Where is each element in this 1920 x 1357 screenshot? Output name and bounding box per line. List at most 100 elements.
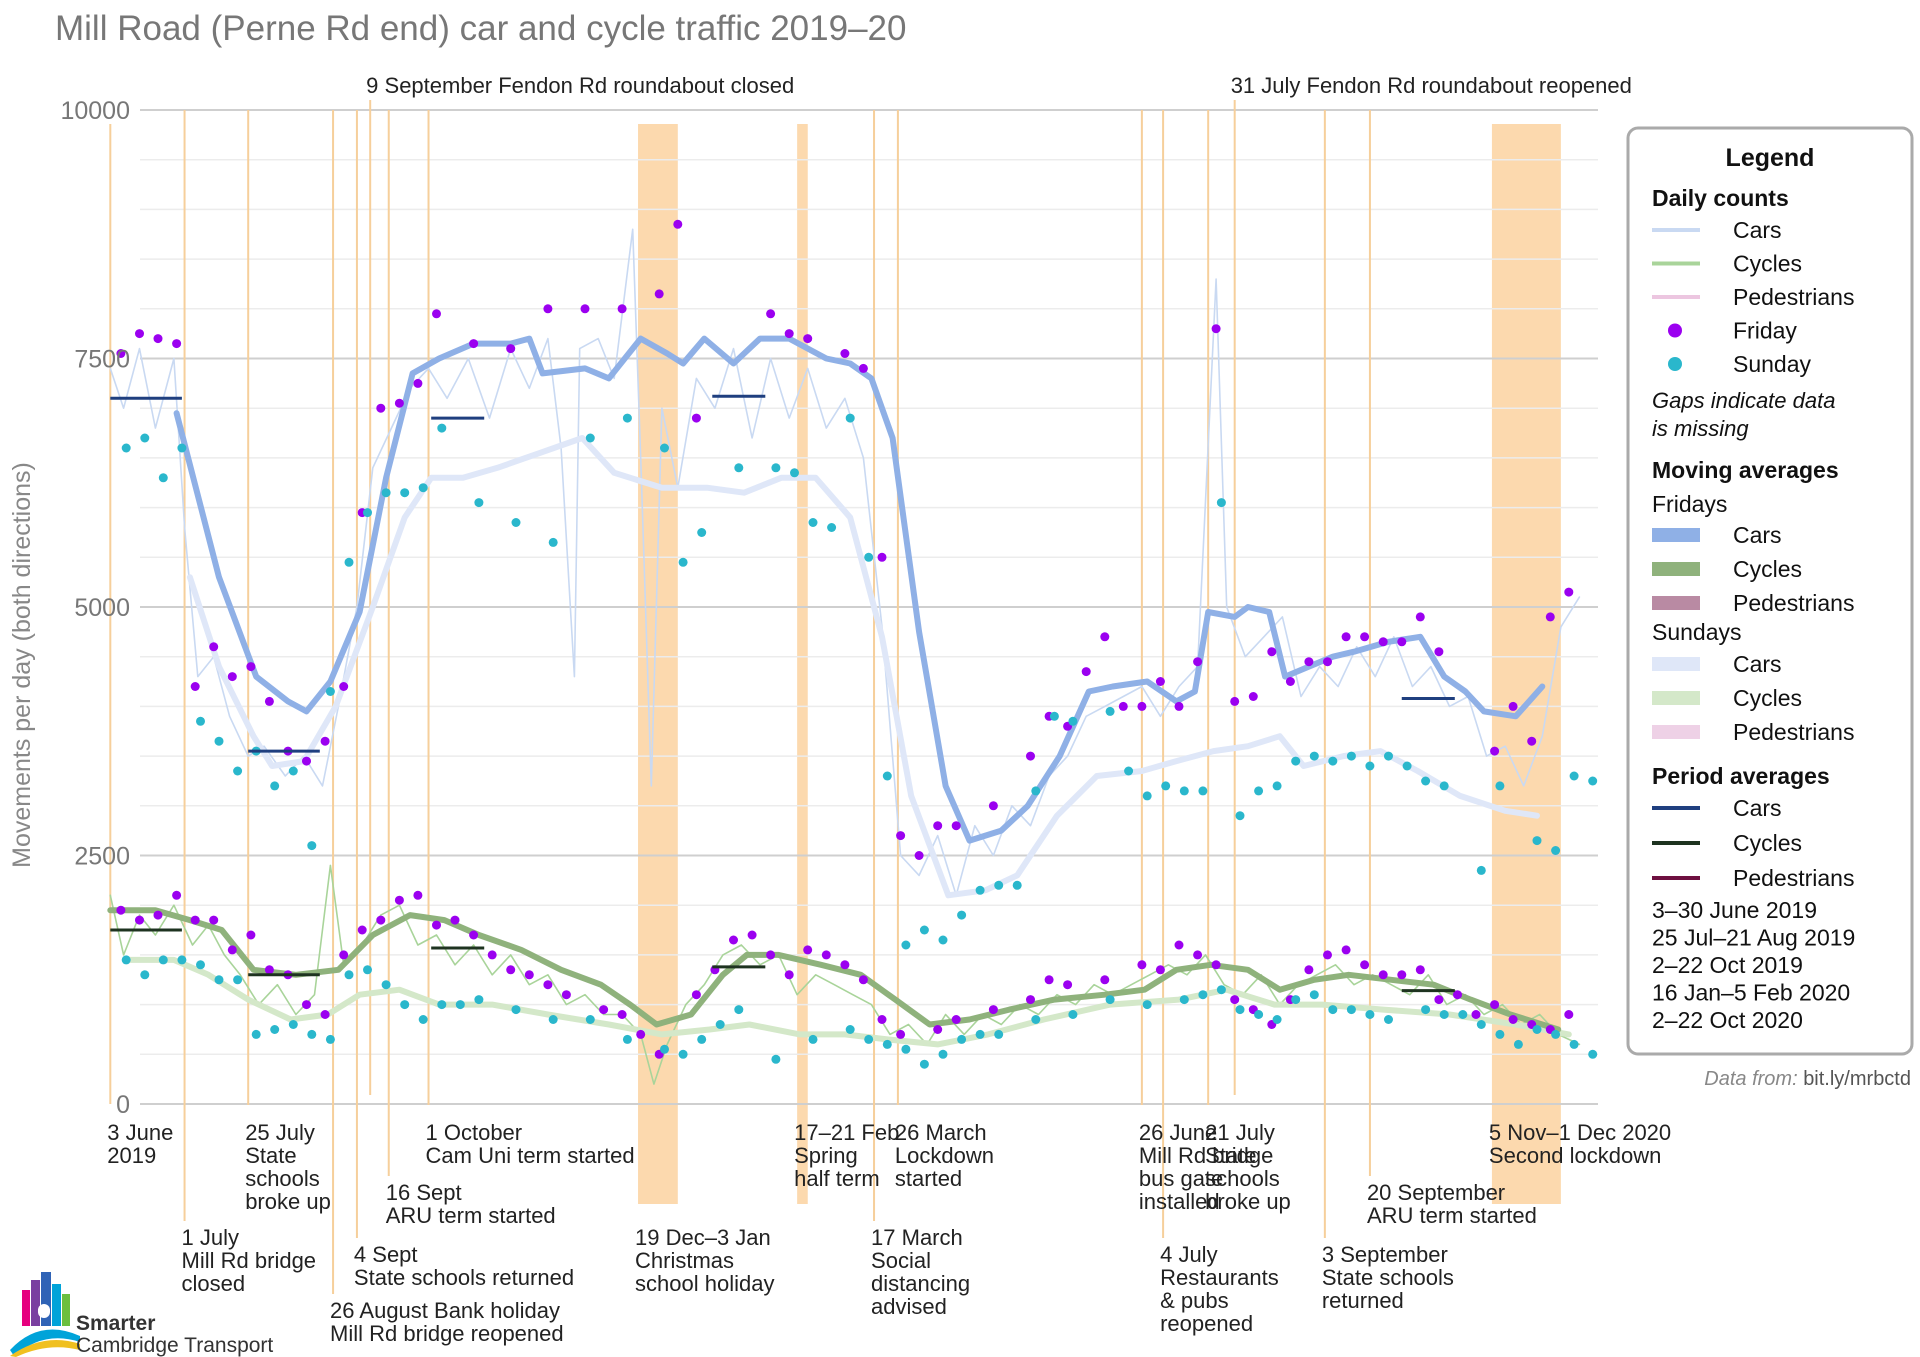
sunday-car-point (177, 443, 187, 453)
legend-range-0: 3–30 June 2019 (1652, 897, 1817, 923)
legend-daily-3-label: Friday (1733, 318, 1797, 344)
y-tick-0: 0 (116, 1091, 130, 1119)
sunday-car-point (270, 781, 280, 791)
legend-fridays-label: Fridays (1652, 491, 1727, 517)
friday-car-point (1026, 751, 1035, 761)
friday-car-point (803, 334, 813, 344)
friday-car-point (320, 736, 330, 746)
friday-car-point (1100, 632, 1110, 642)
friday-car-point (135, 329, 144, 339)
event-label-2-2: schools (245, 1166, 320, 1191)
sunday-car-point (140, 433, 150, 443)
sunday-car-point (585, 433, 595, 443)
friday-cycle-point (209, 915, 219, 925)
sunday-car-point (288, 766, 298, 776)
friday-cycle-point (1415, 965, 1425, 975)
friday-cycle-point (264, 965, 274, 975)
sunday-cycle-point (214, 975, 224, 985)
sunday-car-point (1291, 756, 1301, 766)
friday-cycle-point (691, 990, 701, 1000)
friday-cycle-point (1155, 965, 1165, 975)
sunday-car-point (882, 771, 892, 781)
friday-car-point (1193, 657, 1203, 667)
event-label-6-0: 16 Sept (386, 1180, 462, 1205)
legend-sunday-ma-items: Cars Cycles Pedestrians (1652, 651, 1854, 745)
sunday-car-point (957, 910, 967, 920)
sunday-car-point (1365, 761, 1375, 771)
shaded-period-1 (797, 124, 808, 1204)
smarter-cambridge-logo: Smarter Cambridge Transport (10, 1272, 273, 1357)
data-source: Data from: bit.ly/mrbctd (1704, 1068, 1911, 1090)
legend-daily-2-label: Pedestrians (1733, 284, 1854, 310)
friday-cycle-point (1341, 945, 1351, 955)
sunday-car-point (1532, 836, 1542, 846)
sunday-car-point (381, 488, 391, 498)
sunday-cycle-point (251, 1029, 261, 1039)
event-label-16-1: State schools (1322, 1265, 1454, 1290)
sunday-car-point (307, 841, 317, 851)
sunday-cycle-point (1309, 990, 1319, 1000)
friday-cycle-point (1063, 980, 1073, 990)
event-label-11-0: 26 March (895, 1120, 987, 1145)
event-label-0-1: 2019 (107, 1143, 156, 1168)
sunday-cycle-point (1346, 1005, 1356, 1015)
event-label-8-0: 19 Dec–3 Jan (635, 1225, 771, 1250)
friday-car-point (209, 642, 219, 652)
friday-cycle-point (729, 935, 738, 945)
sunday-cycle-point (1588, 1049, 1598, 1059)
legend-daily-4-swatch (1668, 357, 1682, 371)
friday-car-point (877, 552, 887, 562)
event-label-1-1: Mill Rd bridge (182, 1248, 317, 1273)
event-label-2-0: 25 July (245, 1120, 315, 1145)
friday-car-point (1304, 657, 1314, 667)
sunday-car-point (1328, 756, 1338, 766)
y-tick-7500: 7500 (74, 346, 130, 374)
sunday-cycle-point (734, 1005, 744, 1015)
event-label-2-1: State (245, 1143, 296, 1168)
friday-car-point (227, 672, 237, 682)
sunday-car-point (622, 413, 632, 423)
friday-cycle-point (1453, 990, 1462, 1000)
sunday-car-point (901, 940, 911, 950)
sunday-car-point (697, 528, 707, 537)
friday-cycle-point (1508, 1015, 1518, 1024)
sunday-car-point (734, 463, 744, 473)
friday-cycle-point (988, 1005, 998, 1015)
friday-cycle-point (394, 895, 404, 905)
friday-car-point (302, 756, 311, 766)
legend: Legend Daily counts Cars Cycles Pedestrian… (1626, 126, 1914, 1056)
friday-car-point (153, 334, 163, 344)
event-label-10-0: 17 March (871, 1225, 963, 1250)
friday-car-point (766, 309, 776, 319)
sunday-car-point (1012, 880, 1022, 890)
sunday-car-point (678, 557, 688, 567)
event-label-4-1: State schools returned (354, 1265, 574, 1290)
sunday-cycle-point (121, 955, 131, 965)
event-label-16-0: 3 September (1322, 1242, 1448, 1267)
sunday-cycle-point (1179, 995, 1189, 1005)
event-label-0-0: 3 June (107, 1120, 173, 1145)
shaded-periods (638, 124, 1561, 1204)
friday-cycle-point (1100, 975, 1110, 985)
friday-cycle-point (877, 1015, 887, 1024)
friday-cycle-point (320, 1010, 330, 1019)
sunday-car-point (827, 523, 837, 532)
event-label-11-1: Lockdown (895, 1143, 994, 1168)
friday-car-point (840, 349, 850, 358)
sunday-car-point (548, 537, 558, 547)
sunday-cycle-point (585, 1015, 595, 1024)
event-label-8-2: school holiday (635, 1271, 774, 1296)
event-label-13-3: reopened (1160, 1311, 1253, 1336)
friday-car-point (1248, 692, 1258, 701)
sunday-cycle-point (1532, 1025, 1542, 1034)
legend-fri-ma-0-label: Cars (1733, 522, 1782, 548)
friday-car-point (246, 662, 256, 672)
data-source-link[interactable]: bit.ly/mrbctd (1803, 1068, 1911, 1090)
friday-cycle-point (1378, 970, 1388, 980)
logo-text-cambridge: Cambridge Transport (76, 1334, 273, 1357)
friday-cycle-point (302, 1000, 311, 1010)
legend-daily-heading: Daily counts (1652, 185, 1789, 211)
sunday-cycle-point (1495, 1029, 1505, 1039)
legend-ma-heading: Moving averages (1652, 457, 1839, 483)
legend-sun-ma-1-label: Cycles (1733, 685, 1802, 711)
